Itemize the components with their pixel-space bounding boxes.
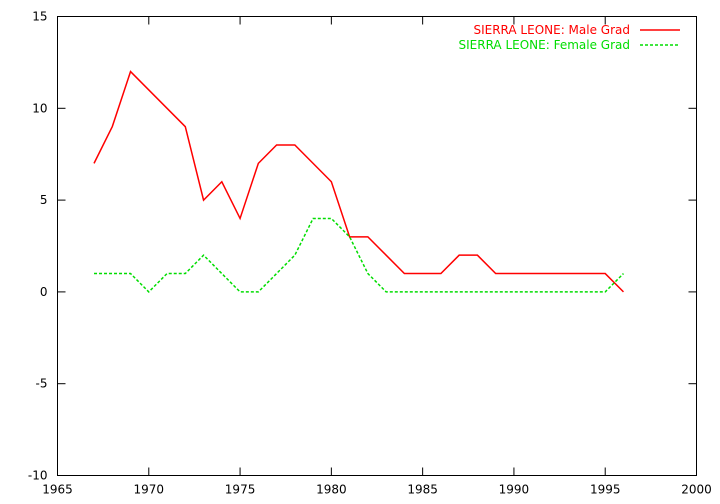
axis-ticks: 1965 1970 1975 1980 1985 1990 1995 2000 -10 -5 0 5 1… (28, 10, 712, 497)
x-tick-label: 1995 (590, 483, 621, 497)
series-line-male-grad (93, 70, 625, 293)
series-layer (93, 70, 625, 293)
x-tick-label: 1980 (316, 483, 347, 497)
x-tick-label: 2000 (681, 483, 712, 497)
x-tick-label: 1990 (499, 483, 530, 497)
y-tick-label: 5 (40, 193, 48, 207)
y-tick-label: 10 (32, 101, 47, 115)
x-tick-label: 1985 (407, 483, 438, 497)
legend-label-female-grad: SIERRA LEONE: Female Grad (459, 38, 631, 52)
y-tick-label: 0 (40, 285, 48, 299)
y-tick-label: 15 (32, 10, 47, 24)
x-tick-label: 1975 (225, 483, 256, 497)
y-tick-label: -5 (36, 377, 48, 391)
x-tick-label: 1970 (134, 483, 165, 497)
y-tick-label: -10 (28, 469, 48, 483)
x-tick-label: 1965 (42, 483, 73, 497)
legend-label-male-grad: SIERRA LEONE: Male Grad (473, 23, 630, 37)
series-line-female-grad (94, 217, 625, 293)
plot-area (57, 16, 697, 476)
